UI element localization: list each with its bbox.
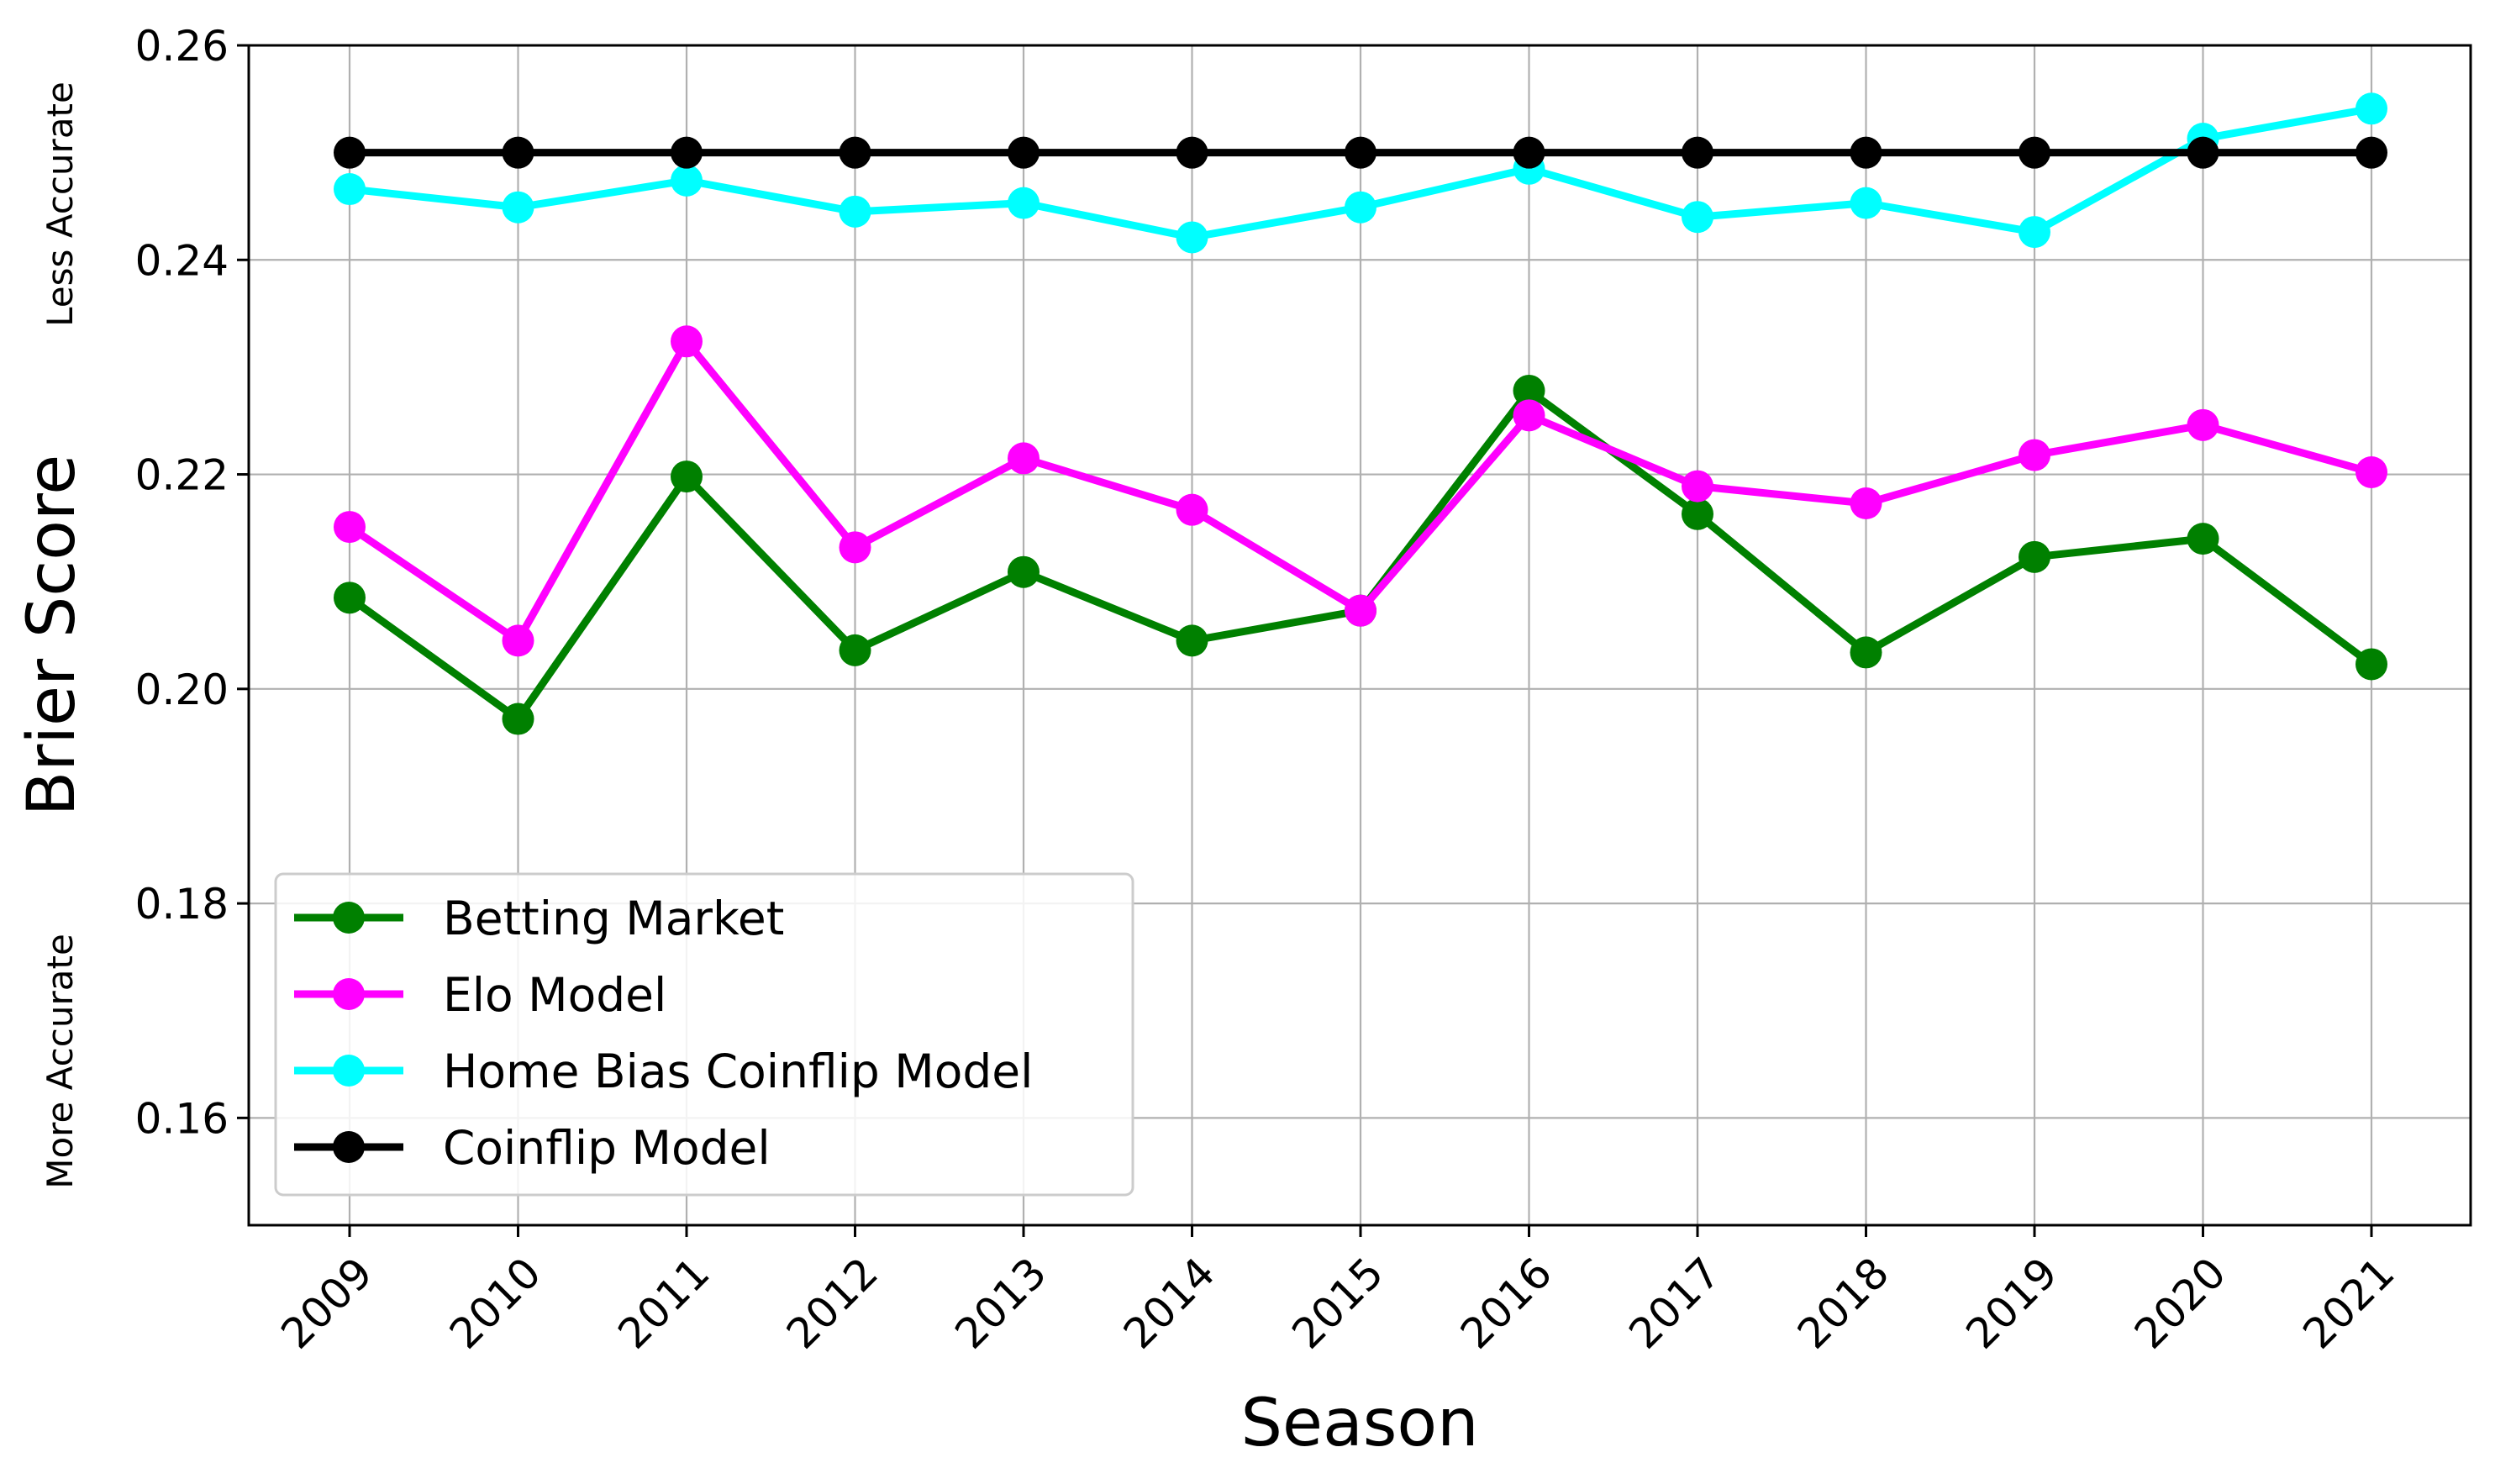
- legend-label-coinflip-model: Coinflip Model: [443, 1121, 771, 1175]
- betting-market-point: [1008, 555, 1040, 588]
- elo-model-point: [2187, 408, 2219, 441]
- legend-marker-coinflip-model: [333, 1131, 365, 1163]
- home-bias-coinflip-model-point: [2019, 216, 2050, 249]
- betting-market-point: [502, 703, 534, 735]
- elo-model-point: [2019, 439, 2050, 471]
- coinflip-model-point: [1682, 136, 1713, 169]
- elo-model-point: [1513, 399, 1545, 432]
- home-bias-coinflip-model-point: [839, 195, 871, 228]
- coinflip-model-point: [671, 136, 703, 169]
- elo-model-point: [2356, 455, 2387, 488]
- x-axis: 2009 2010 2011 2012 2013 2014 2015 2016 2017 2018…: [271, 1225, 2403, 1358]
- legend-box: [274, 872, 1134, 1197]
- coinflip-model-point: [334, 136, 366, 169]
- home-bias-coinflip-model-point: [1850, 187, 1882, 219]
- elo-model-point: [334, 511, 366, 544]
- less-accurate-annotation: Less Accurate: [39, 82, 81, 327]
- x-tick-label: 2020: [2125, 1248, 2235, 1358]
- more-accurate-annotation: More Accurate: [39, 934, 81, 1189]
- elo-model-point: [1345, 594, 1376, 627]
- coinflip-model-point: [839, 136, 871, 169]
- home-bias-coinflip-model-point: [1345, 191, 1376, 224]
- y-tick-label: 0.26: [135, 22, 229, 71]
- betting-market-point: [2356, 648, 2387, 681]
- x-axis-title: Season: [1240, 1386, 1478, 1461]
- elo-model-point: [1682, 470, 1713, 503]
- betting-market-point: [671, 460, 703, 493]
- legend-label-elo-model: Elo Model: [443, 968, 666, 1022]
- betting-market-point: [1176, 624, 1208, 657]
- betting-market-point: [2187, 523, 2219, 555]
- x-tick-label: 2009: [271, 1248, 382, 1358]
- home-bias-coinflip-model-point: [1682, 201, 1713, 234]
- betting-market-point: [2019, 540, 2050, 573]
- x-tick-label: 2012: [777, 1248, 887, 1358]
- elo-model-point: [502, 624, 534, 657]
- x-tick-label: 2015: [1282, 1248, 1392, 1358]
- legend-marker-home-bias-coinflip-model: [333, 1055, 365, 1087]
- home-bias-coinflip-model-point: [2356, 92, 2387, 125]
- legend-marker-betting-market: [333, 902, 365, 934]
- home-bias-coinflip-model-point: [502, 191, 534, 224]
- elo-model-point: [1176, 493, 1208, 526]
- y-tick-label: 0.18: [135, 880, 229, 929]
- y-tick-label: 0.20: [135, 666, 229, 714]
- y-tick-label: 0.16: [135, 1094, 229, 1143]
- elo-model-point: [671, 325, 703, 358]
- x-tick-label: 2017: [1619, 1248, 1729, 1358]
- coinflip-model-point: [1176, 136, 1208, 169]
- elo-model-point: [1008, 442, 1040, 475]
- legend-label-home-bias-coinflip-model: Home Bias Coinflip Model: [443, 1045, 1033, 1098]
- home-bias-coinflip-model-point: [1176, 221, 1208, 254]
- y-axis-title: Brier Score: [14, 455, 90, 817]
- x-tick-label: 2011: [608, 1248, 718, 1358]
- legend-marker-elo-model: [333, 978, 365, 1010]
- betting-market-point: [1682, 497, 1713, 530]
- coinflip-model-point: [2187, 136, 2219, 169]
- home-bias-coinflip-model-point: [1008, 187, 1040, 219]
- coinflip-model-point: [502, 136, 534, 169]
- elo-model-point: [839, 531, 871, 564]
- coinflip-model-point: [1345, 136, 1376, 169]
- x-tick-label: 2021: [2293, 1248, 2403, 1358]
- home-bias-coinflip-model-point: [671, 164, 703, 197]
- coinflip-model-point: [2356, 136, 2387, 169]
- coinflip-model-point: [1008, 136, 1040, 169]
- x-tick-label: 2018: [1788, 1248, 1898, 1358]
- home-bias-coinflip-model-point: [334, 173, 366, 206]
- y-axis: 0.16 0.18 0.20 0.22 0.24 0.26: [135, 22, 249, 1143]
- y-tick-label: 0.24: [135, 236, 229, 285]
- elo-model-point: [1850, 487, 1882, 520]
- x-tick-label: 2019: [1956, 1248, 2066, 1358]
- series-layer: [334, 92, 2387, 735]
- coinflip-model-point: [1513, 136, 1545, 169]
- x-tick-label: 2016: [1451, 1248, 1561, 1358]
- betting-market-point: [1850, 636, 1882, 669]
- x-tick-label: 2013: [945, 1248, 1055, 1358]
- coinflip-model-point: [1850, 136, 1882, 169]
- betting-market-point: [839, 634, 871, 666]
- x-tick-label: 2010: [440, 1248, 550, 1358]
- betting-market-point: [1513, 374, 1545, 407]
- legend: Betting Market Elo Model Home Bias Coinfli…: [274, 872, 1134, 1197]
- betting-market-point: [334, 581, 366, 614]
- legend-label-betting-market: Betting Market: [443, 892, 784, 945]
- x-tick-label: 2014: [1114, 1248, 1224, 1358]
- coinflip-model-point: [2019, 136, 2050, 169]
- y-tick-label: 0.22: [135, 451, 229, 500]
